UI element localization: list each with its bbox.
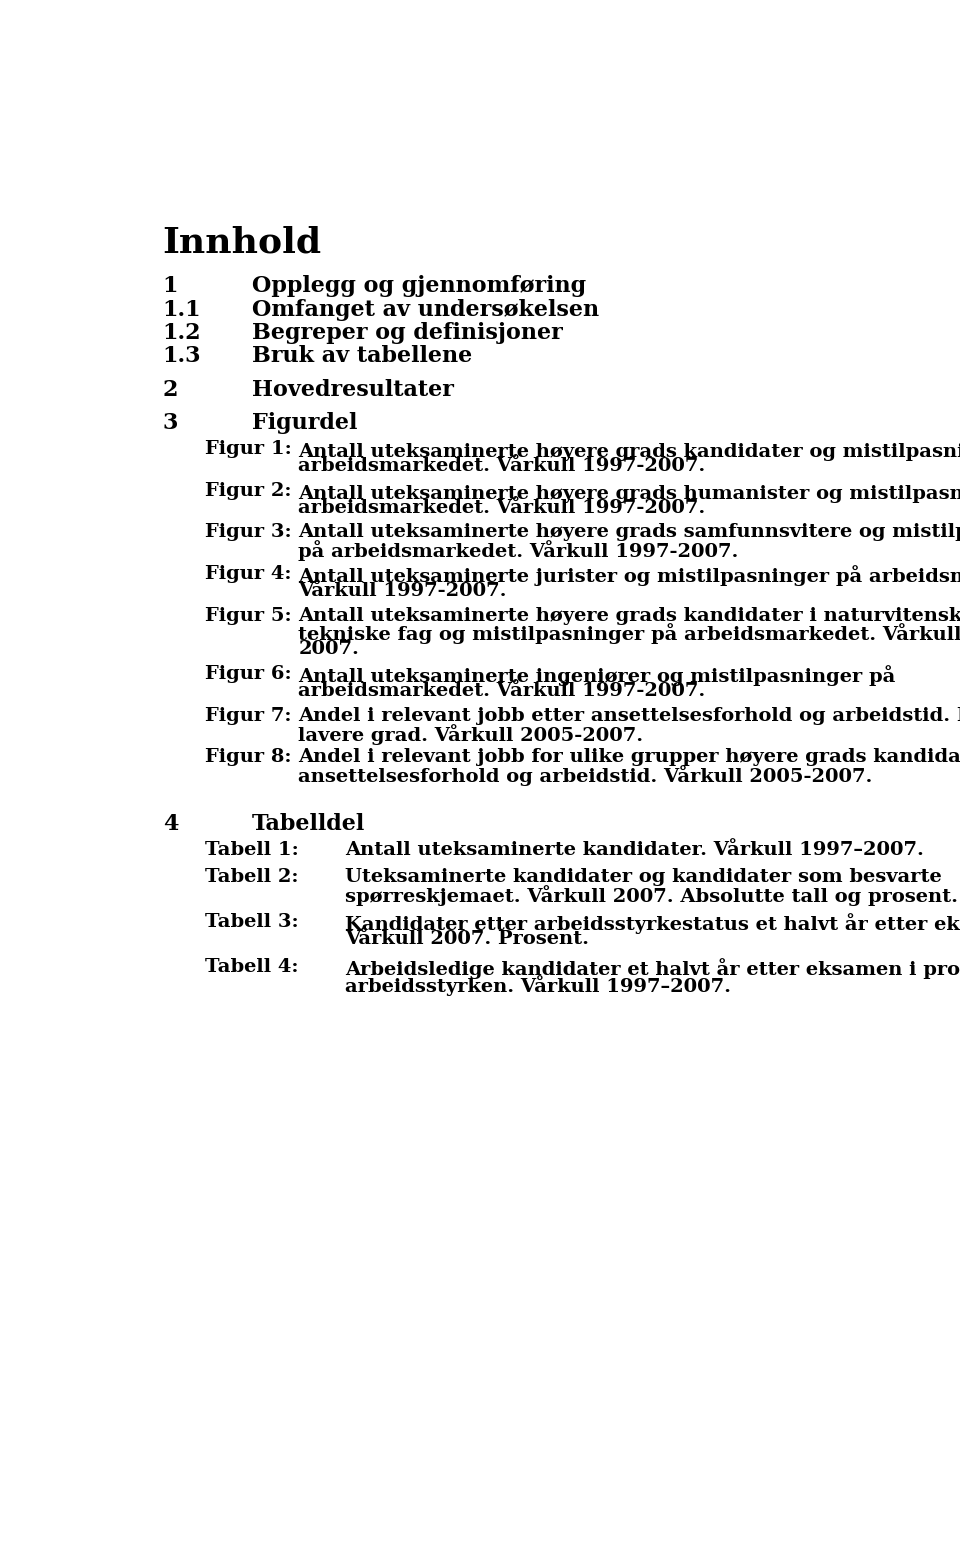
Text: Tabell 1:: Tabell 1: xyxy=(205,841,299,859)
Text: Figur 3:: Figur 3: xyxy=(205,523,292,541)
Text: Figur 8:: Figur 8: xyxy=(205,748,292,766)
Text: Antall uteksaminerte høyere grads kandidater og mistilpasninger på: Antall uteksaminerte høyere grads kandid… xyxy=(299,440,960,461)
Text: 1.1: 1.1 xyxy=(162,298,202,321)
Text: Vårkull 2007. Prosent.: Vårkull 2007. Prosent. xyxy=(345,931,588,948)
Text: Figur 1:: Figur 1: xyxy=(205,440,292,458)
Text: 2: 2 xyxy=(162,378,179,400)
Text: Tabell 3:: Tabell 3: xyxy=(205,914,299,931)
Text: Kandidater etter arbeidsstyrkestatus et halvt år etter eksamen.: Kandidater etter arbeidsstyrkestatus et … xyxy=(345,914,960,934)
Text: Antall uteksaminerte høyere grads samfunnsvitere og mistilpasninger: Antall uteksaminerte høyere grads samfun… xyxy=(299,523,960,541)
Text: Figur 2:: Figur 2: xyxy=(205,482,292,499)
Text: Figur 6:: Figur 6: xyxy=(205,665,292,682)
Text: ansettelsesforhold og arbeidstid. Vårkull 2005-2007.: ansettelsesforhold og arbeidstid. Vårkul… xyxy=(299,765,873,786)
Text: 1: 1 xyxy=(162,276,179,298)
Text: arbeidsmarkedet. Vårkull 1997-2007.: arbeidsmarkedet. Vårkull 1997-2007. xyxy=(299,458,706,475)
Text: Innhold: Innhold xyxy=(162,225,322,259)
Text: Andel i relevant jobb for ulike grupper høyere grads kandidater etter: Andel i relevant jobb for ulike grupper … xyxy=(299,748,960,766)
Text: Arbeidsledige kandidater et halvt år etter eksamen i prosent av: Arbeidsledige kandidater et halvt år ett… xyxy=(345,957,960,979)
Text: Antall uteksaminerte jurister og mistilpasninger på arbeidsmarkedet.: Antall uteksaminerte jurister og mistilp… xyxy=(299,565,960,586)
Text: 1.2: 1.2 xyxy=(162,321,202,344)
Text: Antall uteksaminerte høyere grads humanister og mistilpasninger på: Antall uteksaminerte høyere grads humani… xyxy=(299,482,960,503)
Text: Uteksaminerte kandidater og kandidater som besvarte: Uteksaminerte kandidater og kandidater s… xyxy=(345,869,942,886)
Text: Antall uteksaminerte kandidater. Vårkull 1997–2007.: Antall uteksaminerte kandidater. Vårkull… xyxy=(345,841,924,859)
Text: på arbeidsmarkedet. Vårkull 1997-2007.: på arbeidsmarkedet. Vårkull 1997-2007. xyxy=(299,540,738,561)
Text: Figurdel: Figurdel xyxy=(252,413,357,434)
Text: Bruk av tabellene: Bruk av tabellene xyxy=(252,344,472,366)
Text: Figur 5:: Figur 5: xyxy=(205,606,292,625)
Text: arbeidsstyrken. Vårkull 1997–2007.: arbeidsstyrken. Vårkull 1997–2007. xyxy=(345,974,731,996)
Text: Hovedresultater: Hovedresultater xyxy=(252,378,454,400)
Text: Antall uteksaminerte ingeniører og mistilpasninger på: Antall uteksaminerte ingeniører og misti… xyxy=(299,665,896,686)
Text: lavere grad. Vårkull 2005-2007.: lavere grad. Vårkull 2005-2007. xyxy=(299,724,643,744)
Text: 3: 3 xyxy=(162,413,178,434)
Text: Figur 4:: Figur 4: xyxy=(205,565,292,583)
Text: Vårkull 1997-2007.: Vårkull 1997-2007. xyxy=(299,582,507,600)
Text: spørreskjemaet. Vårkull 2007. Absolutte tall og prosent.: spørreskjemaet. Vårkull 2007. Absolutte … xyxy=(345,886,958,906)
Text: Andel i relevant jobb etter ansettelsesforhold og arbeidstid. Høyere og: Andel i relevant jobb etter ansettelsesf… xyxy=(299,707,960,724)
Text: Omfanget av undersøkelsen: Omfanget av undersøkelsen xyxy=(252,298,599,321)
Text: Tabell 4:: Tabell 4: xyxy=(205,957,299,976)
Text: 2007.: 2007. xyxy=(299,641,359,659)
Text: Antall uteksaminerte høyere grads kandidater i naturvitenskapelige og: Antall uteksaminerte høyere grads kandid… xyxy=(299,606,960,625)
Text: arbeidsmarkedet. Vårkull 1997-2007.: arbeidsmarkedet. Vårkull 1997-2007. xyxy=(299,682,706,700)
Text: Begreper og definisjoner: Begreper og definisjoner xyxy=(252,321,563,344)
Text: Tabelldel: Tabelldel xyxy=(252,813,365,834)
Text: Opplegg og gjennomføring: Opplegg og gjennomføring xyxy=(252,276,586,298)
Text: tekniske fag og mistilpasninger på arbeidsmarkedet. Vårkull 1997-: tekniske fag og mistilpasninger på arbei… xyxy=(299,624,960,644)
Text: arbeidsmarkedet. Vårkull 1997-2007.: arbeidsmarkedet. Vårkull 1997-2007. xyxy=(299,499,706,516)
Text: 1.3: 1.3 xyxy=(162,344,202,366)
Text: Tabell 2:: Tabell 2: xyxy=(205,869,299,886)
Text: 4: 4 xyxy=(162,813,178,834)
Text: Figur 7:: Figur 7: xyxy=(205,707,292,724)
